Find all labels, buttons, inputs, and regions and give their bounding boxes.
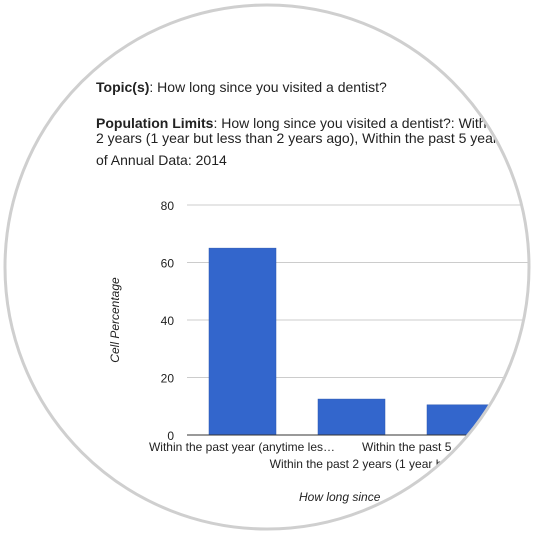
y-tick-label: 80 — [161, 199, 175, 213]
x-tick-label: Within the past 5 — [362, 440, 452, 454]
y-tick-label: 40 — [161, 314, 175, 328]
bar — [317, 398, 386, 436]
x-tick-label: Within the past year (anytime les… — [149, 440, 335, 454]
y-tick-label: 60 — [161, 257, 175, 271]
bar-layer — [208, 247, 495, 436]
y-axis-title: Cell Percentage — [108, 277, 122, 363]
bar — [426, 404, 495, 436]
x-tick-label: Within the past 2 years (1 year b — [270, 457, 443, 471]
bar — [208, 247, 277, 436]
y-tick-label: 20 — [161, 372, 175, 386]
x-axis-title: How long since — [299, 490, 381, 504]
